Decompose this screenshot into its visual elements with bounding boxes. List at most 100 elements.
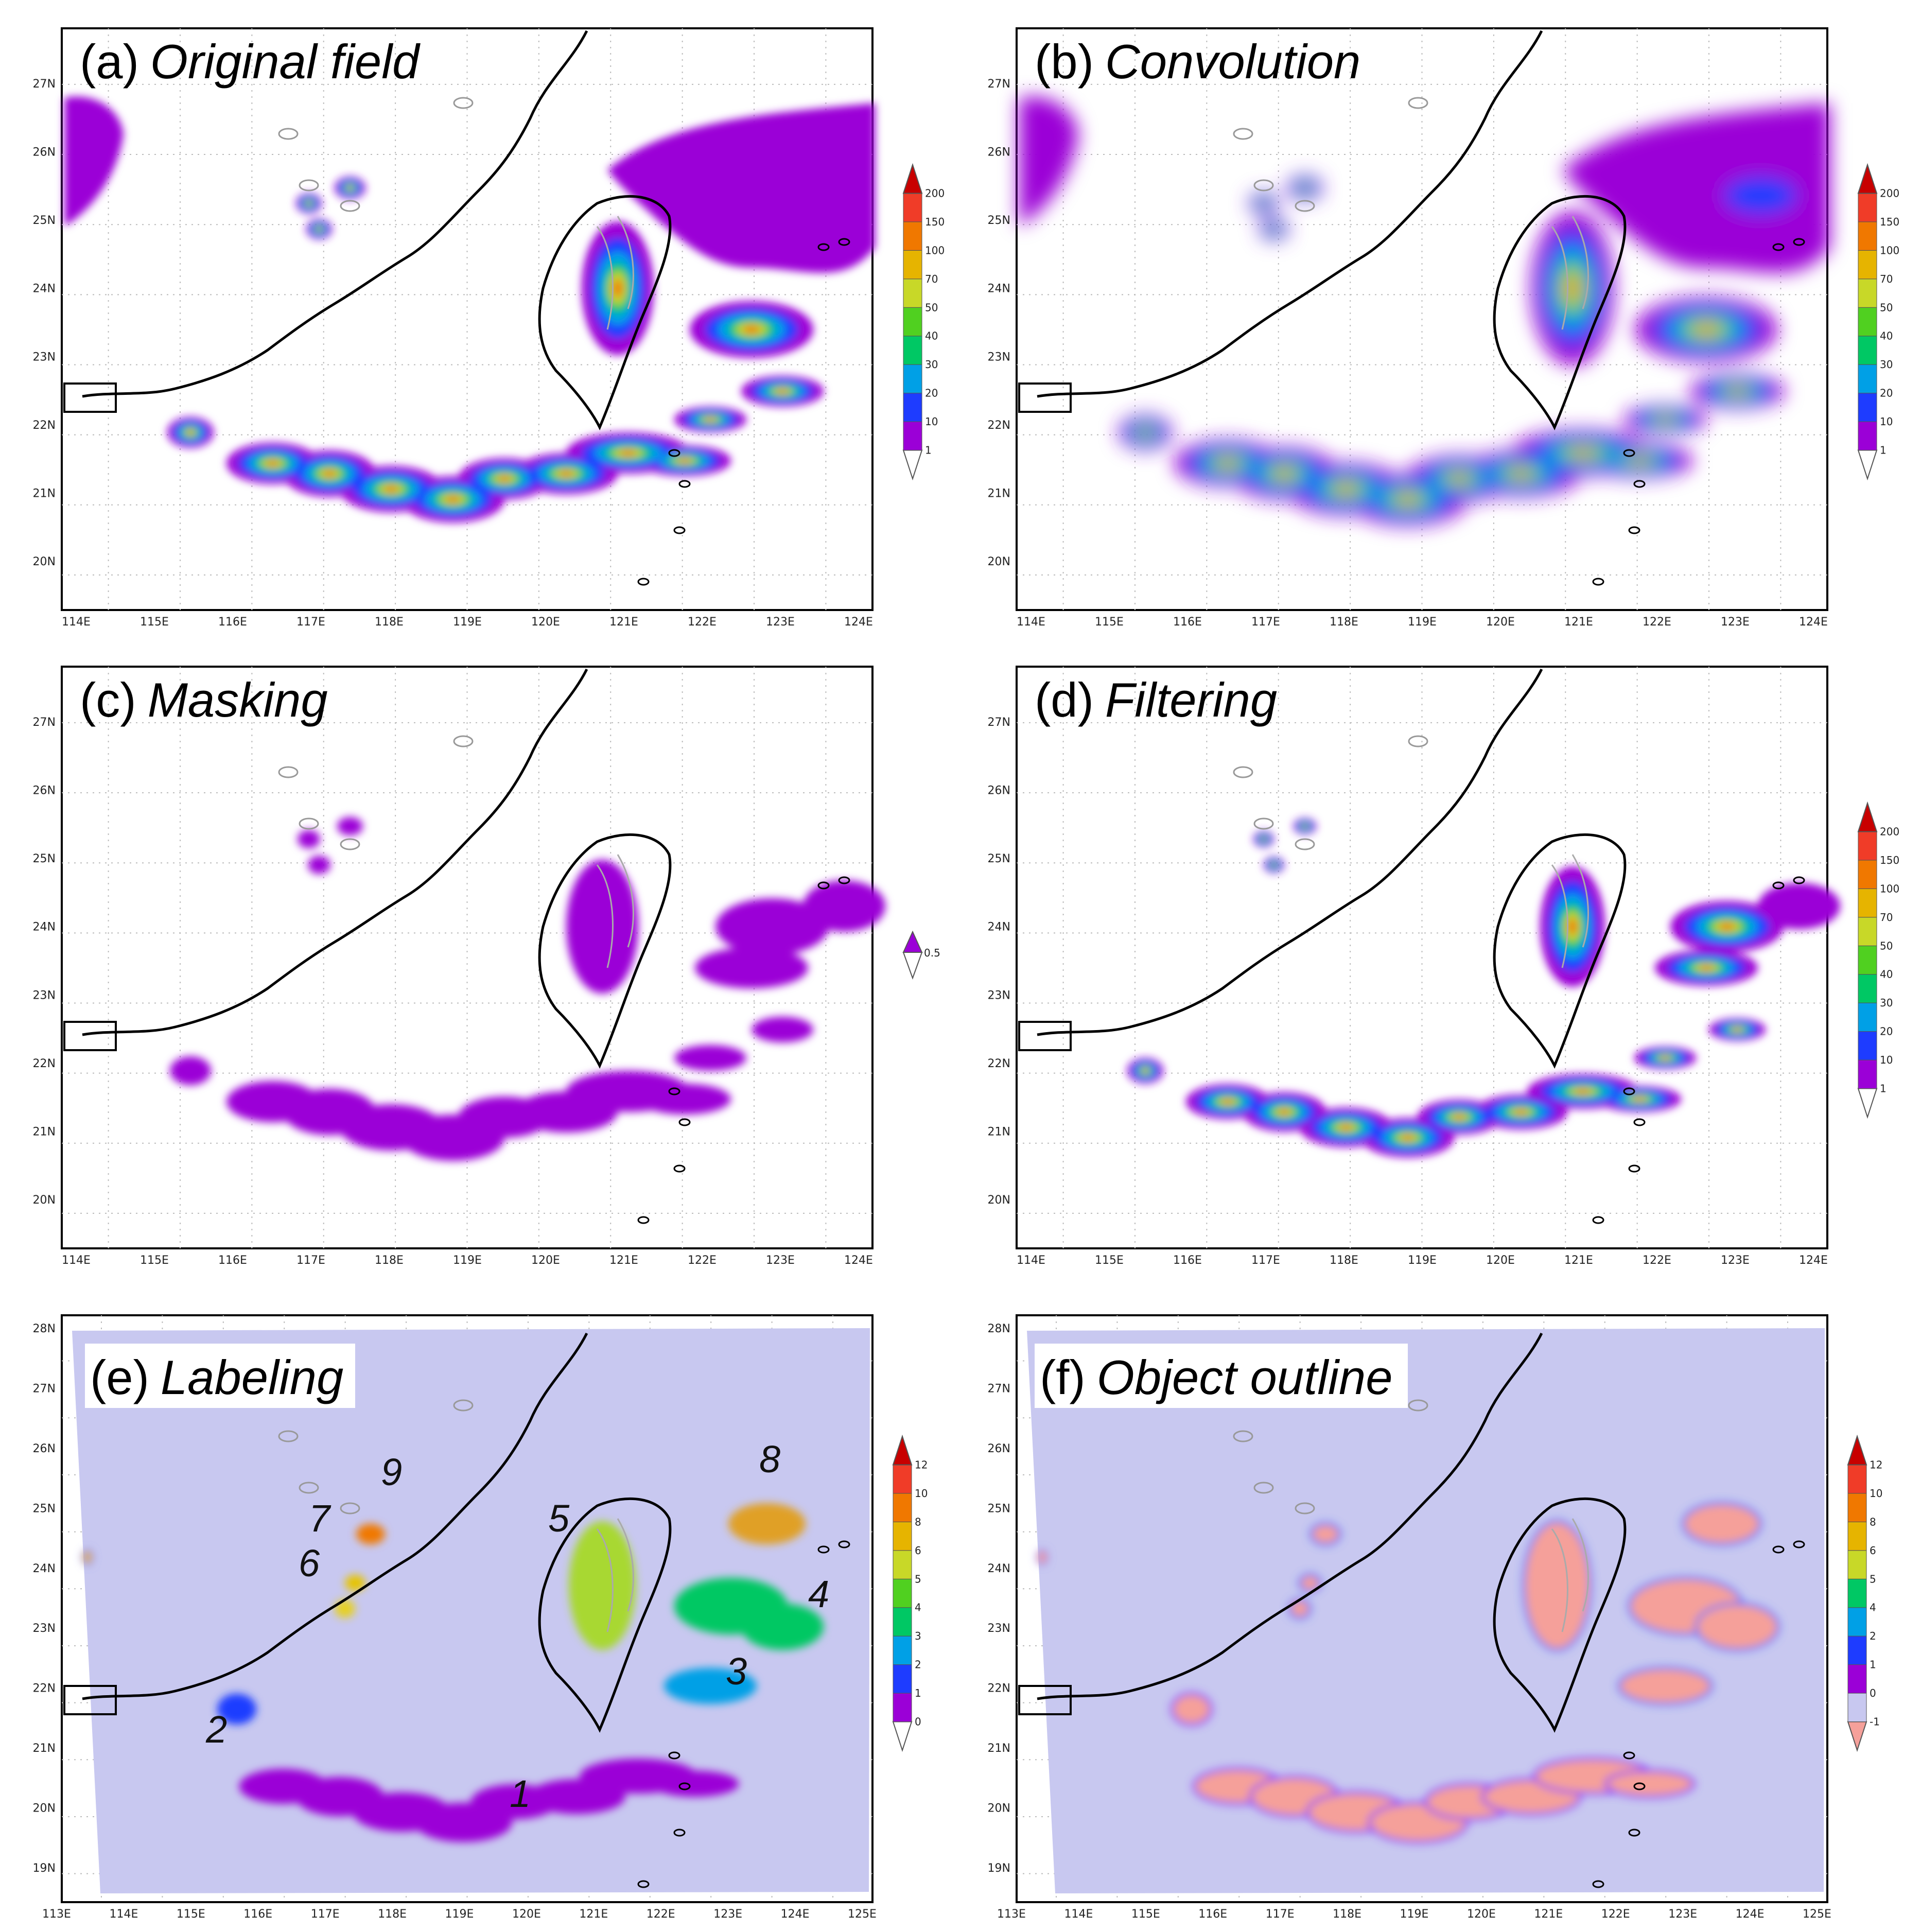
panel-b-title: (b) Convolution xyxy=(1035,34,1360,89)
taiwan-outline xyxy=(538,195,672,430)
lon-tick-label: 113E xyxy=(997,1908,1026,1921)
lat-tick-label: 22N xyxy=(988,1057,1010,1070)
hong-kong-box xyxy=(1018,382,1072,413)
panel-c-lon-ticks: 114E 115E 116E 117E 118E 119E 120E 121E 122E 123E… xyxy=(62,1254,873,1267)
terrain-contour xyxy=(1551,216,1589,330)
lat-tick-label: 21N xyxy=(988,1742,1010,1755)
colorbar-segment xyxy=(893,1493,912,1522)
island-outline xyxy=(340,1502,360,1515)
lon-tick-label: 123E xyxy=(1721,1254,1750,1267)
lat-tick-label: 22N xyxy=(33,1682,56,1695)
island-outline xyxy=(278,128,299,140)
colorbar-label: 100 xyxy=(1880,882,1899,895)
island-outline xyxy=(1592,1216,1604,1224)
rain-region xyxy=(1699,965,1714,970)
panel-b-lat-ticks: 20N 21N 22N 23N 24N 25N 26N 27N xyxy=(988,78,1010,568)
lat-tick-label: 23N xyxy=(33,1622,56,1635)
lat-tick-label: 22N xyxy=(33,419,56,432)
panel-a: 20N 21N 22N 23N 24N 25N 26N 27N 114E 115E 116E 117… xyxy=(33,27,945,629)
rain-region xyxy=(1141,430,1149,435)
panel-e-object-numbers: 1 2 3 4 5 6 7 8 9 xyxy=(205,1438,829,1815)
colorbar-segment xyxy=(903,336,922,365)
colorbar-segment xyxy=(903,193,922,222)
island-outline xyxy=(1233,1430,1253,1442)
colorbar-label: 20 xyxy=(1880,387,1893,399)
rain-region xyxy=(1682,1502,1762,1546)
rain-region xyxy=(1288,1598,1312,1620)
rain-region xyxy=(498,476,511,482)
lon-tick-label: 116E xyxy=(1173,1254,1202,1267)
lat-tick-label: 25N xyxy=(33,1502,56,1515)
island-outline xyxy=(299,1482,319,1494)
rain-region xyxy=(664,1668,757,1704)
island-outline xyxy=(453,97,474,109)
colorbar-segment xyxy=(1858,860,1877,889)
island-outline xyxy=(1623,1087,1635,1095)
lon-tick-label: 114E xyxy=(109,1908,138,1921)
rain-region xyxy=(1220,460,1235,467)
colorbar-label: 12 xyxy=(1870,1458,1882,1471)
lat-tick-label: 20N xyxy=(988,555,1010,568)
island-outline xyxy=(1408,735,1428,747)
colorbar-label: 150 xyxy=(1880,854,1899,866)
rain-region xyxy=(1262,838,1265,841)
rain-region xyxy=(1453,1115,1465,1120)
panel-a-lat-ticks: 20N 21N 22N 23N 24N 25N 26N 27N xyxy=(33,78,56,568)
island-outline xyxy=(668,1751,680,1760)
colorbar-label: 10 xyxy=(915,1487,928,1500)
panel-e-title-box xyxy=(85,1344,355,1408)
island-outline xyxy=(678,1782,691,1790)
panel-a-field xyxy=(64,96,875,523)
lon-tick-label: 115E xyxy=(177,1908,205,1921)
rain-region xyxy=(1261,201,1266,205)
colorbar-segment xyxy=(903,250,922,280)
island-outline xyxy=(637,578,650,586)
rain-region xyxy=(752,1017,813,1042)
lon-tick-label: 117E xyxy=(311,1908,340,1921)
object-number-9: 9 xyxy=(381,1451,402,1493)
rain-region xyxy=(337,817,363,836)
panel-a-lon-ticks: 114E 115E 116E 117E 118E 119E 120E 121E 122E 123E… xyxy=(62,616,873,629)
colorbar-label: 150 xyxy=(1880,216,1899,228)
object-number-6: 6 xyxy=(299,1542,320,1585)
island-outline xyxy=(1233,766,1253,778)
rain-region xyxy=(1278,1109,1290,1115)
colorbar-segment xyxy=(1847,1664,1867,1694)
colorbar-segment xyxy=(903,393,922,422)
island-outline xyxy=(278,1430,299,1442)
lon-tick-label: 124E xyxy=(1799,616,1828,629)
colorbar-label: 30 xyxy=(925,358,938,371)
object-number-8: 8 xyxy=(759,1438,780,1481)
lon-tick-label: 125E xyxy=(1803,1908,1831,1921)
colorbar-label: 40 xyxy=(925,330,938,342)
island-outline xyxy=(1772,1545,1785,1554)
lon-tick-label: 122E xyxy=(1643,1254,1671,1267)
rain-region xyxy=(1298,1573,1322,1593)
lat-tick-label: 27N xyxy=(988,716,1010,729)
lon-tick-label: 117E xyxy=(296,616,325,629)
rain-region xyxy=(384,485,398,493)
lon-tick-label: 114E xyxy=(62,616,91,629)
rain-region xyxy=(1659,417,1671,422)
island-outline xyxy=(673,526,686,534)
lat-tick-label: 20N xyxy=(33,1194,56,1207)
colorbar-segment xyxy=(1847,1578,1867,1608)
rain-region xyxy=(1143,1069,1148,1073)
lon-tick-label: 121E xyxy=(1534,1908,1563,1921)
lon-tick-label: 124E xyxy=(844,616,873,629)
colorbar-label: 8 xyxy=(1870,1516,1876,1528)
panel-d-coastline xyxy=(1018,668,1805,1224)
lat-tick-label: 26N xyxy=(988,146,1010,159)
colorbar-segment xyxy=(1857,801,1878,832)
island-outline xyxy=(1623,449,1635,457)
lat-tick-label: 23N xyxy=(988,1622,1010,1635)
colorbar-label: 8 xyxy=(915,1516,921,1528)
lat-tick-label: 26N xyxy=(33,146,56,159)
rain-region xyxy=(613,279,623,298)
lat-tick-label: 25N xyxy=(988,214,1010,227)
rain-region xyxy=(1661,1056,1670,1060)
rain-region xyxy=(607,103,875,273)
